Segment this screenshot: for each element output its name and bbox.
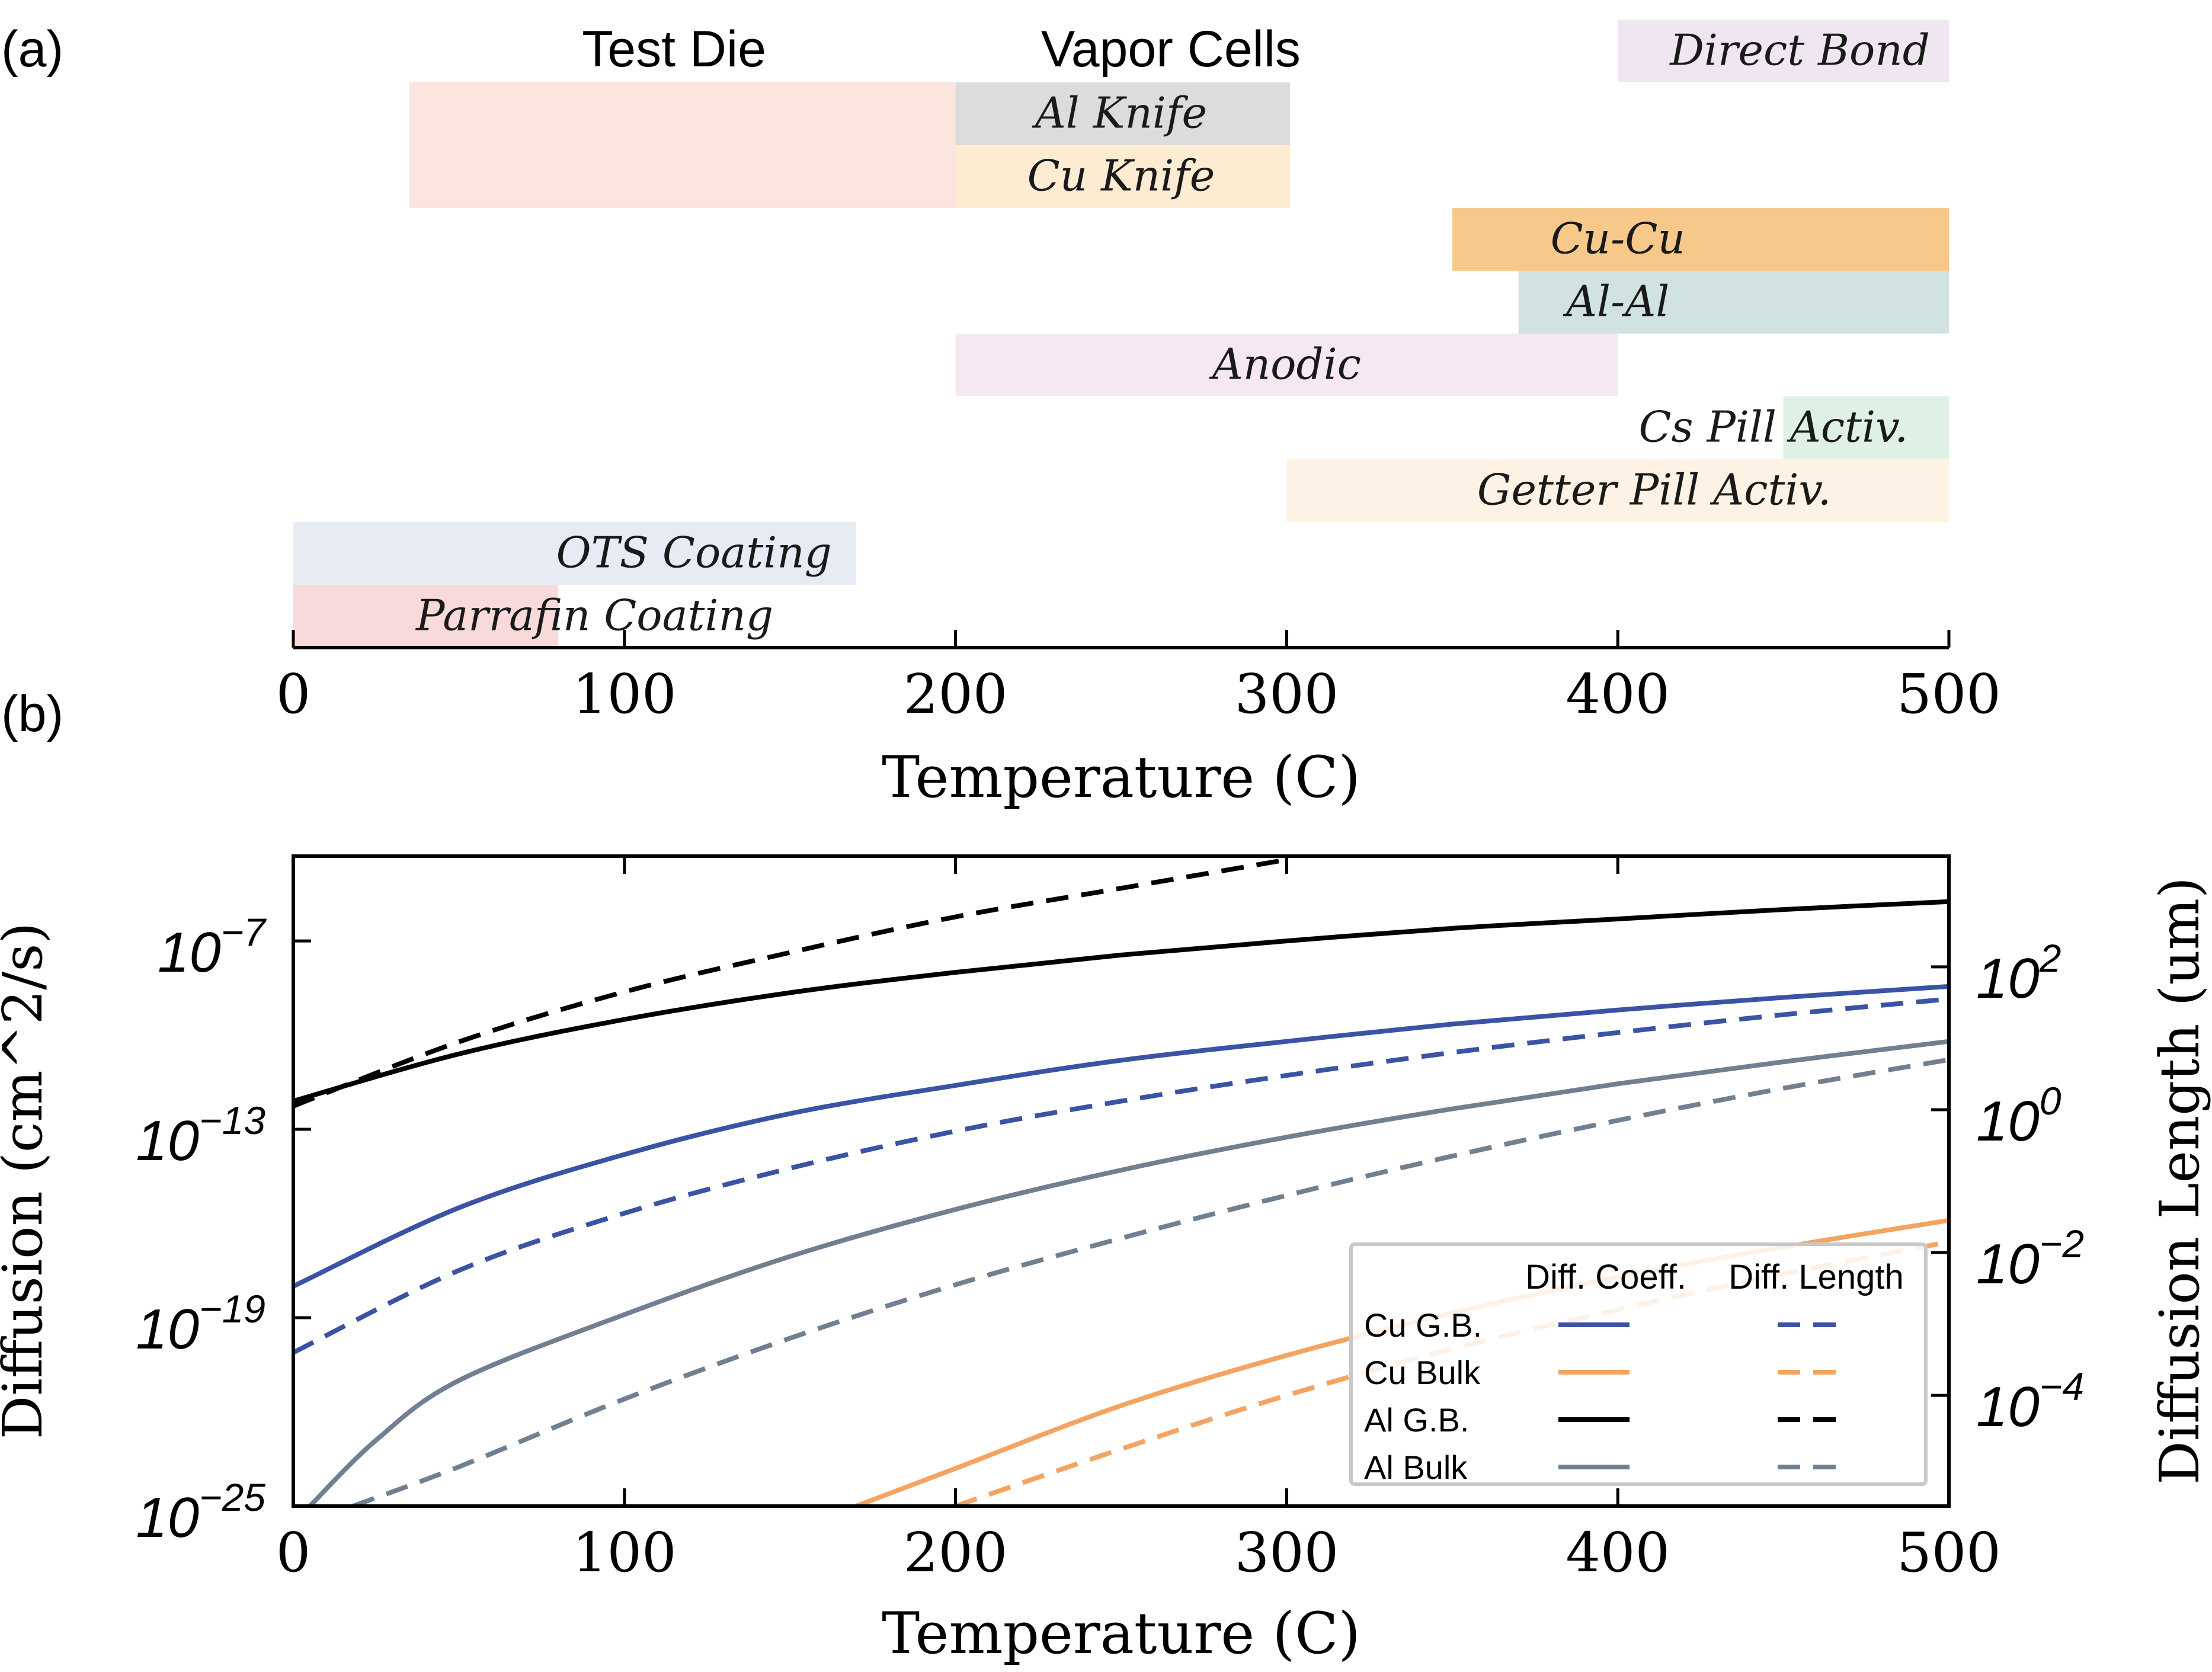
- legend-row-label: Al Bulk: [1364, 1449, 1468, 1486]
- legend-header-length: Diff. Length: [1728, 1258, 1904, 1296]
- range-bar-label: Anodic: [1209, 339, 1361, 389]
- timeline-tick-label: 0: [276, 662, 311, 726]
- range-bar-3: [955, 145, 1290, 208]
- legend-row-label: Cu Bulk: [1364, 1354, 1481, 1391]
- range-bar-label: Getter Pill Activ.: [1477, 465, 1832, 514]
- y-tick-exponent: −13: [199, 1098, 265, 1142]
- legend-box: [1349, 1242, 1928, 1486]
- y-tick-label: 10−25: [136, 1475, 265, 1549]
- range-bar-10: [293, 585, 559, 648]
- y2-tick-base: 10: [1976, 1375, 2040, 1439]
- series-line-al-g-b-length: [293, 857, 1288, 1109]
- plot-frame: [292, 854, 1951, 1508]
- range-bar-label: Direct Bond: [1669, 25, 1930, 75]
- y-tick-label: 10−13: [136, 1098, 265, 1173]
- panel-label-b: (b): [1, 686, 63, 742]
- range-bar-label: OTS Coating: [556, 527, 832, 577]
- range-bar-0: [1618, 20, 1949, 82]
- group-label: Test Die: [582, 21, 766, 78]
- y-tick-exponent: −7: [221, 910, 267, 954]
- legend-header-coeff: Diff. Coeff.: [1525, 1258, 1686, 1296]
- timeline-tick-label: 200: [904, 662, 1008, 726]
- y2-tick-label: 102: [1976, 936, 2061, 1010]
- y-tick-base: 10: [158, 921, 221, 984]
- timeline-tick-label: 100: [572, 662, 677, 726]
- range-bar-label: Al Knife: [1032, 88, 1207, 137]
- y-tick-base: 10: [136, 1298, 199, 1361]
- y2-axis-label: Diffusion Length (um): [2148, 877, 2211, 1485]
- y2-tick-base: 10: [1976, 1232, 2040, 1296]
- series-line-cu-g-b-length: [293, 997, 1949, 1355]
- y-tick-exponent: −25: [199, 1475, 265, 1519]
- x-ticks: 0 100 200 300 400 500: [276, 856, 2001, 1584]
- y2-tick-exponent: −4: [2040, 1364, 2084, 1408]
- range-bar-7: [1783, 396, 1949, 459]
- series-line-al-bulkcoeff: [308, 1039, 1949, 1506]
- range-bar-5: [1518, 271, 1949, 334]
- x-tick-label: 500: [1897, 1521, 2001, 1584]
- y-tick-exponent: −19: [199, 1287, 265, 1331]
- x-tick-label: 200: [904, 1521, 1008, 1584]
- legend-rows: Cu G.B. Cu Bulk Al G.B. Al Bulk: [1364, 1306, 1849, 1486]
- range-bars: Direct Bond Al Knife Cu Knife Cu-Cu Al-Al Ano…: [293, 20, 1949, 648]
- y-tick-base: 10: [136, 1109, 199, 1173]
- y2-tick-label: 100: [1976, 1079, 2061, 1153]
- x-tick-label: 100: [572, 1521, 677, 1584]
- range-bar-label: Parrafin Coating: [415, 590, 773, 640]
- group-label: Vapor Cells: [1041, 21, 1301, 78]
- timeline-tick-label: 300: [1235, 662, 1339, 726]
- x-tick-label: 300: [1235, 1521, 1339, 1584]
- x-tick-label: 0: [276, 1521, 311, 1584]
- timeline-tick-label: 400: [1566, 662, 1670, 726]
- series-line-al-bulklength: [352, 1057, 1949, 1506]
- timeline-x-axis-label: Temperature (C): [882, 744, 1361, 811]
- y-axis-label: Diffusion (cm^2/s): [0, 923, 55, 1440]
- y2-tick-base: 10: [1976, 1090, 2040, 1153]
- timeline-tick-label: 500: [1897, 662, 2001, 726]
- legend-row-label: Al G.B.: [1364, 1401, 1469, 1439]
- y-tick-label: 10−7: [158, 910, 267, 984]
- range-bar-2: [955, 82, 1290, 145]
- range-bar-label: Cu-Cu: [1551, 213, 1685, 263]
- range-bar-4: [1452, 208, 1949, 271]
- panel-label-a: (a): [1, 21, 63, 78]
- range-bar-label: Al-Al: [1563, 276, 1669, 326]
- y2-tick-exponent: 2: [2039, 936, 2061, 980]
- group-labels: Test Die Vapor Cells: [582, 21, 1301, 78]
- x-axis-label: Temperature (C): [882, 1600, 1361, 1667]
- range-bar-8: [1286, 459, 1949, 522]
- y2-tick-label: 10−4: [1976, 1364, 2084, 1439]
- y-tick-base: 10: [136, 1486, 199, 1549]
- timeline-x-ticks: 0 100 200 300 400 500: [276, 630, 2001, 726]
- range-bar-label: Cu Knife: [1027, 150, 1215, 200]
- range-bar-1: [409, 82, 956, 208]
- timeline-chart: Direct Bond Al Knife Cu Knife Cu-Cu Al-Al Ano…: [276, 20, 2001, 811]
- x-tick-label: 400: [1566, 1521, 1670, 1584]
- y-tick-label: 10−19: [136, 1287, 265, 1361]
- range-bar-6: [955, 334, 1618, 396]
- y2-tick-label: 10−2: [1976, 1222, 2084, 1296]
- series-line-al-g-b-coeff: [293, 899, 1949, 1104]
- series-line-cu-g-b-coeff: [293, 984, 1949, 1289]
- legend-row-label: Cu G.B.: [1364, 1306, 1482, 1344]
- legend: Diff. Coeff. Diff. Length Cu G.B. Cu Bulk…: [1349, 1242, 1928, 1486]
- range-bar-label: Cs Pill Activ.: [1639, 402, 1909, 451]
- range-bar-9: [293, 522, 856, 585]
- y2-tick-exponent: 0: [2040, 1079, 2061, 1123]
- y2-tick-exponent: −2: [2040, 1222, 2084, 1266]
- y2-tick-base: 10: [1976, 947, 2040, 1010]
